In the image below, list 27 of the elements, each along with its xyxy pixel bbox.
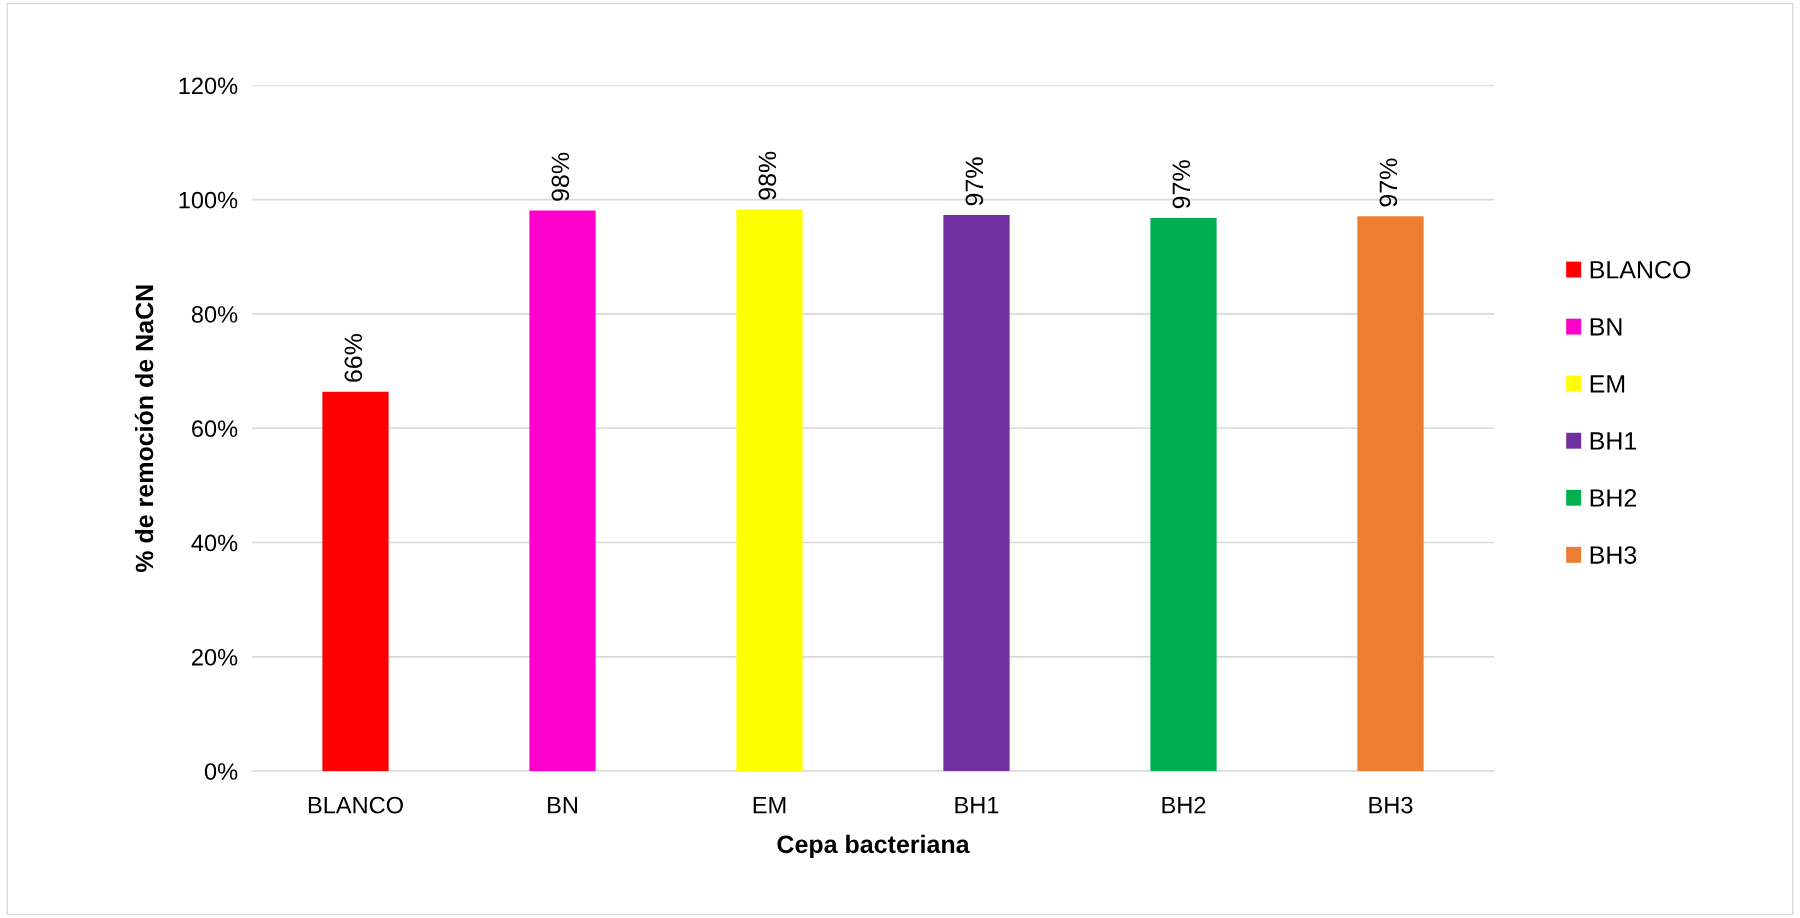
y-tick-label: 100% [179,191,238,209]
y-tick-label: 120% [179,77,238,95]
y-tick-label: 20% [192,648,238,666]
legend-label: BLANCO [1590,260,1691,279]
x-tick-label: BH1 [955,796,999,814]
x-tick-label: BLANCO [308,796,403,814]
x-tick-label: BN [548,796,577,814]
legend-label: BH1 [1590,432,1637,450]
data-label: 66% [344,333,363,382]
data-label: 97% [1379,158,1398,207]
y-axis-title: % de remoción de NaCN [134,285,154,573]
y-tick-label: 80% [191,306,238,323]
data-label: 97% [965,157,984,206]
legend-label: BH2 [1590,489,1637,507]
x-axis-title: Cepa bacteriana [777,834,970,859]
data-label: 97% [1172,160,1191,209]
y-tick-label: 60% [192,420,238,438]
data-label: 98% [758,151,777,200]
x-tick-label: EM [753,796,786,814]
y-tick-label: 0% [204,763,238,780]
legend-label: BH3 [1590,546,1637,564]
y-tick-label: 40% [191,534,238,552]
legend-label: EM [1590,375,1625,393]
x-tick-label: BH3 [1369,796,1413,814]
legend-label: BN [1590,318,1622,336]
x-tick-label: BH2 [1162,796,1206,814]
data-label: 98% [551,152,570,201]
